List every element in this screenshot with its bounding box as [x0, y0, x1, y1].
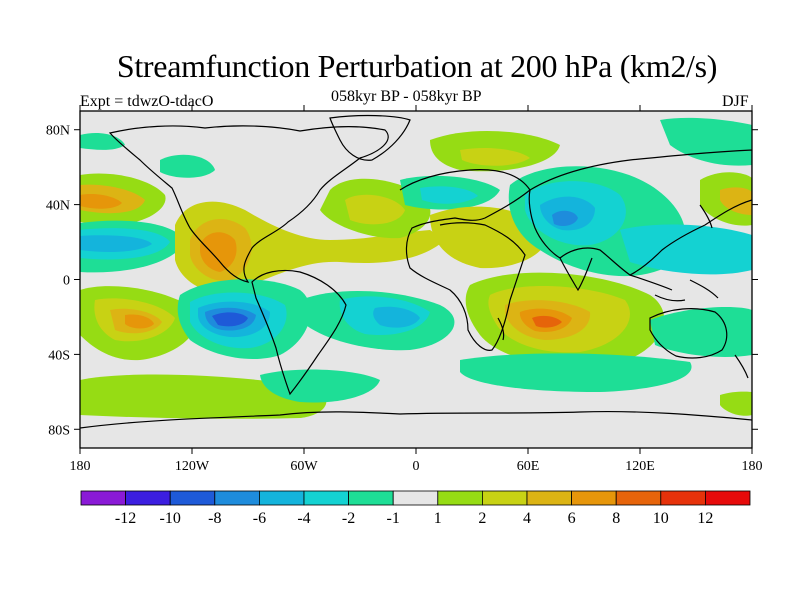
colorbar-swatch [214, 490, 260, 506]
colorbar-label: -12 [115, 510, 136, 527]
lon-tick-label: 60W [290, 459, 318, 474]
longitude-axis: 180 120W 60W 0 60E 120E 180 [70, 105, 763, 474]
lon-tick-label: 60E [517, 459, 540, 474]
experiment-label: Expt = tdwzO-tdacO [80, 93, 214, 110]
colorbar-swatch [660, 490, 706, 506]
lon-tick-label: 120E [625, 459, 655, 474]
colorbar-swatch [526, 490, 572, 506]
season-label: DJF [722, 93, 749, 110]
colorbar-label: 8 [612, 510, 620, 527]
colorbar-swatch [437, 490, 483, 506]
lon-tick-label: 180 [70, 459, 91, 474]
colorbar-swatch [615, 490, 662, 506]
colorbar-swatch [258, 490, 305, 506]
colorbar-label: 10 [653, 510, 669, 527]
colorbar-label: -6 [253, 510, 266, 527]
lat-tick-label: 80N [46, 124, 70, 139]
lon-tick-label: 0 [413, 459, 420, 474]
colorbar-label: -10 [160, 510, 181, 527]
colorbar-swatch [392, 490, 439, 506]
colorbar-label: -1 [387, 510, 400, 527]
lon-tick-label: 180 [742, 459, 763, 474]
colorbar-swatch [169, 490, 216, 506]
latitude-axis: 80N 40N 0 40S 80S [46, 124, 758, 438]
colorbar-label: -2 [342, 510, 355, 527]
lat-tick-label: 40N [46, 199, 70, 214]
colorbar-swatch [303, 490, 349, 506]
colorbar-label: 6 [568, 510, 576, 527]
lat-tick-label: 0 [63, 274, 70, 289]
map-title: Streamfunction Perturbation at 200 hPa (… [116, 48, 718, 84]
lat-tick-label: 80S [48, 423, 70, 438]
colorbar: -12 -10 -8 -6 -4 -2 -1 1 2 4 6 8 10 12 [80, 490, 751, 527]
period-label: 058kyr BP - 058kyr BP [331, 88, 482, 105]
contour-field [80, 111, 752, 448]
colorbar-label: 4 [523, 510, 531, 527]
colorbar-swatch [481, 490, 528, 506]
colorbar-swatch [125, 490, 171, 506]
colorbar-label: -4 [297, 510, 310, 527]
lat-tick-label: 40S [48, 348, 70, 363]
colorbar-swatch [80, 490, 126, 506]
colorbar-swatch [571, 490, 617, 506]
coastlines [80, 114, 752, 429]
colorbar-label: 1 [434, 510, 442, 527]
colorbar-swatch [705, 490, 751, 506]
colorbar-label: -8 [208, 510, 221, 527]
lon-tick-label: 120W [175, 459, 210, 474]
colorbar-label: 12 [697, 510, 713, 527]
colorbar-label: 2 [478, 510, 486, 527]
colorbar-swatch [348, 490, 394, 506]
